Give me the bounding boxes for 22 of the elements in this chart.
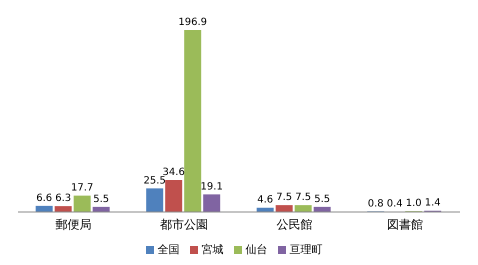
legend-label: 宮城 xyxy=(202,243,224,256)
x-tick-label: 都市公園 xyxy=(160,218,208,232)
legend-label: 亘理町 xyxy=(290,243,322,256)
data-label: 19.1 xyxy=(200,181,223,192)
data-label: 0.4 xyxy=(386,198,403,210)
data-label: 0.8 xyxy=(368,198,384,210)
x-tick-label: 郵便局 xyxy=(55,218,92,232)
legend-label: 仙台 xyxy=(246,243,268,256)
data-label: 7.5 xyxy=(276,192,292,204)
data-label: 7.5 xyxy=(295,192,312,204)
x-tick-label: 公民館 xyxy=(276,218,312,232)
data-label: 196.9 xyxy=(178,17,207,28)
data-label: 1.4 xyxy=(424,198,441,209)
data-label: 6.6 xyxy=(36,192,52,204)
data-label: 5.5 xyxy=(93,194,110,205)
data-label: 1.0 xyxy=(406,198,422,210)
x-tick-label: 図書館 xyxy=(386,218,423,232)
data-label: 5.5 xyxy=(314,194,330,205)
data-label: 6.3 xyxy=(55,193,72,204)
data-label: 17.7 xyxy=(71,182,94,194)
data-label: 4.6 xyxy=(257,194,274,206)
legend-label: 全国 xyxy=(158,243,180,256)
